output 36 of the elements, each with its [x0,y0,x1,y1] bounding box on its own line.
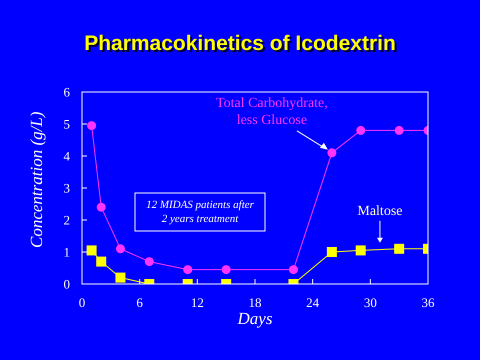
x-tick-label: 18 [248,295,262,310]
x-tick-label: 30 [364,295,377,310]
point [356,126,366,135]
x-tick-label: 24 [306,295,320,310]
point [144,257,154,266]
y-tick-label: 2 [64,212,70,228]
point [222,265,231,274]
y-tick-label: 4 [64,148,70,164]
point [96,202,106,212]
annotation: 12 MIDAS patients after 2 years treatment [146,199,255,225]
point [86,245,97,256]
point [326,247,337,257]
x-tick-label: 6 [136,295,144,310]
point [288,265,298,274]
point [183,265,192,274]
y-tick-label: 5 [64,116,70,132]
y-tick-label: 3 [64,180,70,196]
y-tick-label: 1 [64,244,70,260]
point [96,256,106,267]
x-tick-label: 0 [78,295,86,310]
point [116,244,125,254]
point [87,121,96,130]
x-axis-title: Days [236,309,273,328]
x-tick-label: 36 [422,295,435,310]
point [327,148,336,158]
y-axis-title: Concentration (g/L) [27,111,46,248]
chart-title: Pharmacokinetics of Icodextrin [83,32,397,56]
point [394,126,404,135]
point [394,244,404,254]
series-label: Maltose [357,204,402,219]
series-label: Total Carbohydrate, less Glucose [216,96,328,128]
y-tick-label: 0 [64,276,70,292]
point [115,272,126,283]
x-tick-label: 12 [190,295,204,310]
point [356,245,366,256]
y-tick-label: 6 [64,84,70,100]
